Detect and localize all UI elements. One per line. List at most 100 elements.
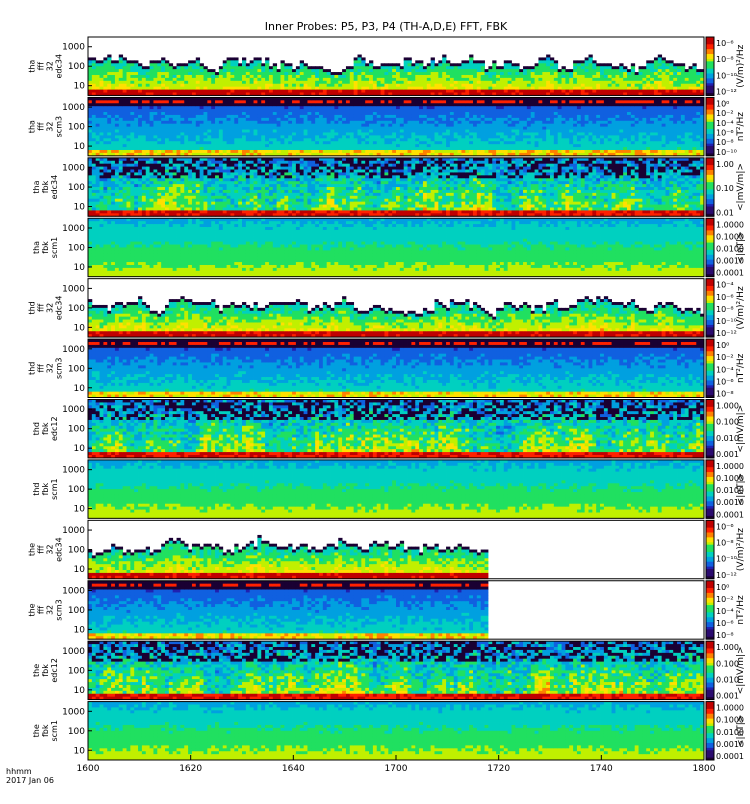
spectrogram-cell bbox=[404, 115, 408, 118]
spectrogram-cell bbox=[642, 150, 646, 153]
spectrogram-cell bbox=[427, 132, 431, 135]
spectrogram-cell bbox=[211, 150, 215, 153]
spectrogram-cell bbox=[246, 69, 250, 72]
spectrogram-cell bbox=[358, 124, 362, 127]
spectrogram-cell bbox=[562, 144, 566, 147]
spectrogram-cell bbox=[492, 135, 496, 138]
spectrogram-cell bbox=[161, 78, 165, 81]
spectrogram-cell bbox=[350, 81, 354, 84]
spectrogram-cell bbox=[334, 135, 338, 138]
spectrogram-cell bbox=[146, 144, 150, 147]
spectrogram-cell bbox=[269, 132, 273, 135]
spectrogram-cell bbox=[103, 72, 107, 75]
spectrogram-cell bbox=[165, 115, 169, 118]
spectrogram-cell bbox=[269, 135, 273, 138]
spectrogram-cell bbox=[227, 121, 231, 124]
spectrogram-cell bbox=[207, 141, 211, 144]
spectrogram-cell bbox=[192, 144, 196, 147]
spectrogram-cell bbox=[411, 100, 415, 103]
spectrogram-cell bbox=[600, 72, 604, 75]
spectrogram-cell bbox=[180, 75, 184, 78]
spectrogram-cell bbox=[196, 112, 200, 115]
spectrogram-cell bbox=[450, 115, 454, 118]
spectrogram-cell bbox=[419, 63, 423, 66]
spectrogram-cell bbox=[242, 144, 246, 147]
spectrogram-cell bbox=[331, 81, 335, 84]
spectrogram-cell bbox=[685, 135, 689, 138]
spectrogram-cell bbox=[404, 112, 408, 115]
spectrogram-cell bbox=[146, 78, 150, 81]
spectrogram-cell bbox=[427, 75, 431, 78]
spectrogram-cell bbox=[550, 81, 554, 84]
spectrogram-cell bbox=[304, 144, 308, 147]
spectrogram-cell bbox=[558, 106, 562, 109]
spectrogram-cell bbox=[153, 141, 157, 144]
spectrogram-cell bbox=[234, 75, 238, 78]
spectrogram-cell bbox=[538, 84, 542, 87]
spectrogram-cell bbox=[465, 100, 469, 103]
spectrogram-cell bbox=[512, 144, 516, 147]
spectrogram-cell bbox=[134, 132, 138, 135]
spectrogram-cell bbox=[519, 121, 523, 124]
spectrogram-cell bbox=[619, 135, 623, 138]
spectrogram-cell bbox=[631, 78, 635, 81]
spectrogram-cell bbox=[119, 141, 123, 144]
spectrogram-cell bbox=[107, 63, 111, 66]
spectrogram-cell bbox=[650, 75, 654, 78]
spectrogram-cell bbox=[130, 69, 134, 72]
spectrogram-cell bbox=[581, 106, 585, 109]
spectrogram-cell bbox=[234, 124, 238, 127]
spectrogram-cell bbox=[227, 124, 231, 127]
spectrogram-cell bbox=[130, 87, 134, 90]
spectrogram-cell bbox=[496, 84, 500, 87]
spectrogram-cell bbox=[662, 100, 666, 103]
spectrogram-cell bbox=[550, 84, 554, 87]
spectrogram-cell bbox=[150, 135, 154, 138]
spectrogram-cell bbox=[654, 127, 658, 130]
spectrogram-cell bbox=[307, 127, 311, 130]
spectrogram-cell bbox=[138, 84, 142, 87]
spectrogram-cell bbox=[323, 81, 327, 84]
spectrogram-cell bbox=[642, 141, 646, 144]
spectrogram-cell bbox=[100, 144, 104, 147]
spectrogram-cell bbox=[608, 144, 612, 147]
spectrogram-cell bbox=[296, 144, 300, 147]
spectrogram-cell bbox=[473, 124, 477, 127]
spectrogram-cell bbox=[169, 78, 173, 81]
spectrogram-cell bbox=[300, 69, 304, 72]
spectrogram-cell bbox=[658, 121, 662, 124]
colorbar-segment bbox=[706, 81, 714, 84]
spectrogram-cell bbox=[219, 118, 223, 121]
spectrogram-cell bbox=[188, 72, 192, 75]
spectrogram-cell bbox=[350, 87, 354, 90]
spectrogram-cell bbox=[415, 138, 419, 141]
spectrogram-cell bbox=[535, 138, 539, 141]
spectrogram-cell bbox=[342, 118, 346, 121]
spectrogram-cell bbox=[157, 81, 161, 84]
spectrogram-cell bbox=[319, 118, 323, 121]
spectrogram-cell bbox=[562, 130, 566, 133]
spectrogram-cell bbox=[512, 63, 516, 66]
spectrogram-cell bbox=[384, 84, 388, 87]
spectrogram-cell bbox=[481, 63, 485, 66]
spectrogram-cell bbox=[492, 90, 496, 93]
spectrogram-cell bbox=[411, 63, 415, 66]
spectrogram-cell bbox=[596, 106, 600, 109]
spectrogram-cell bbox=[281, 87, 285, 90]
spectrogram-cell bbox=[296, 78, 300, 81]
spectrogram-cell bbox=[323, 121, 327, 124]
spectrogram-cell bbox=[473, 69, 477, 72]
spectrogram-cell bbox=[234, 78, 238, 81]
spectrogram-cell bbox=[631, 138, 635, 141]
spectrogram-cell bbox=[230, 84, 234, 87]
spectrogram-cell bbox=[685, 132, 689, 135]
spectrogram-cell bbox=[465, 103, 469, 106]
spectrogram-cell bbox=[585, 138, 589, 141]
spectrogram-cell bbox=[415, 66, 419, 69]
spectrogram-cell bbox=[373, 78, 377, 81]
spectrogram-cell bbox=[381, 69, 385, 72]
spectrogram-cell bbox=[142, 72, 146, 75]
spectrogram-cell bbox=[373, 150, 377, 153]
spectrogram-cell bbox=[134, 124, 138, 127]
spectrogram-cell bbox=[411, 135, 415, 138]
